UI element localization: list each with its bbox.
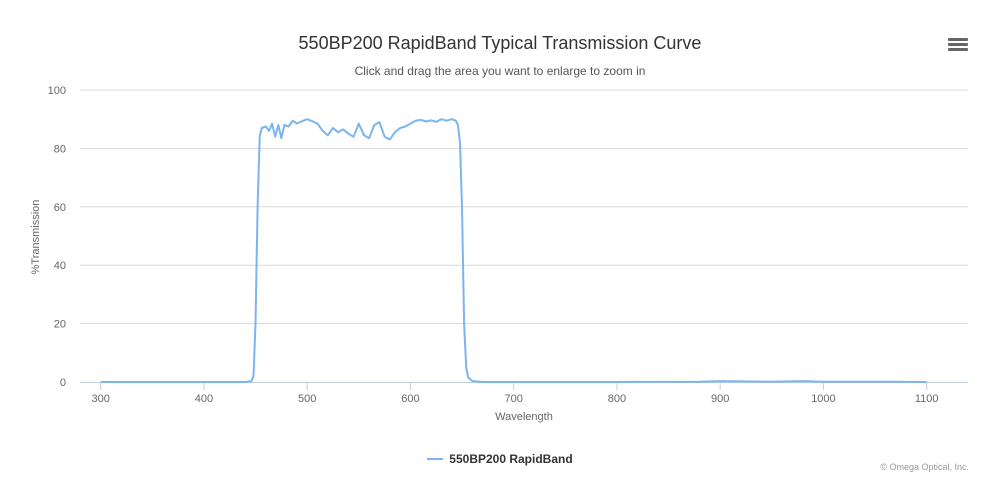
context-menu-button[interactable] [946,36,970,56]
x-tick-label: 600 [401,393,419,405]
series-layer [100,118,927,383]
axes: 0 20 40 60 80 100 300 400 500 600 700 800 900 1000 110… [48,85,968,405]
hamburger-icon [948,38,968,41]
credits-link[interactable]: © Omega Optical, Inc. [880,462,969,472]
y-tick-label: 60 [54,202,66,214]
x-tick-label: 500 [298,393,316,405]
x-tick-label: 900 [711,393,729,405]
legend-swatch [427,458,444,460]
grid-lines [80,89,968,325]
y-axis-label: %Transmission [30,200,42,275]
legend-item-series[interactable]: 550BP200 RapidBand [427,452,573,466]
x-tick-label: 700 [504,393,522,405]
x-tick-label: 1100 [915,393,939,405]
series-line-0[interactable] [100,118,927,383]
legend-label: 550BP200 RapidBand [449,452,573,466]
y-tick-label: 0 [60,377,66,389]
y-tick-label: 80 [54,143,66,155]
y-tick-label: 40 [54,260,66,272]
chart-title: 550BP200 RapidBand Typical Transmission … [298,33,702,53]
x-tick-label: 300 [91,393,109,405]
chart-subtitle: Click and drag the area you want to enla… [354,64,646,78]
y-tick-label: 100 [48,85,66,97]
x-tick-label: 1000 [811,393,835,405]
x-axis-label: Wavelength [495,411,553,423]
x-tick-label: 800 [608,393,626,405]
legend: 550BP200 RapidBand [0,449,1000,466]
x-tick-label: 400 [195,393,213,405]
y-tick-label: 20 [54,319,66,331]
